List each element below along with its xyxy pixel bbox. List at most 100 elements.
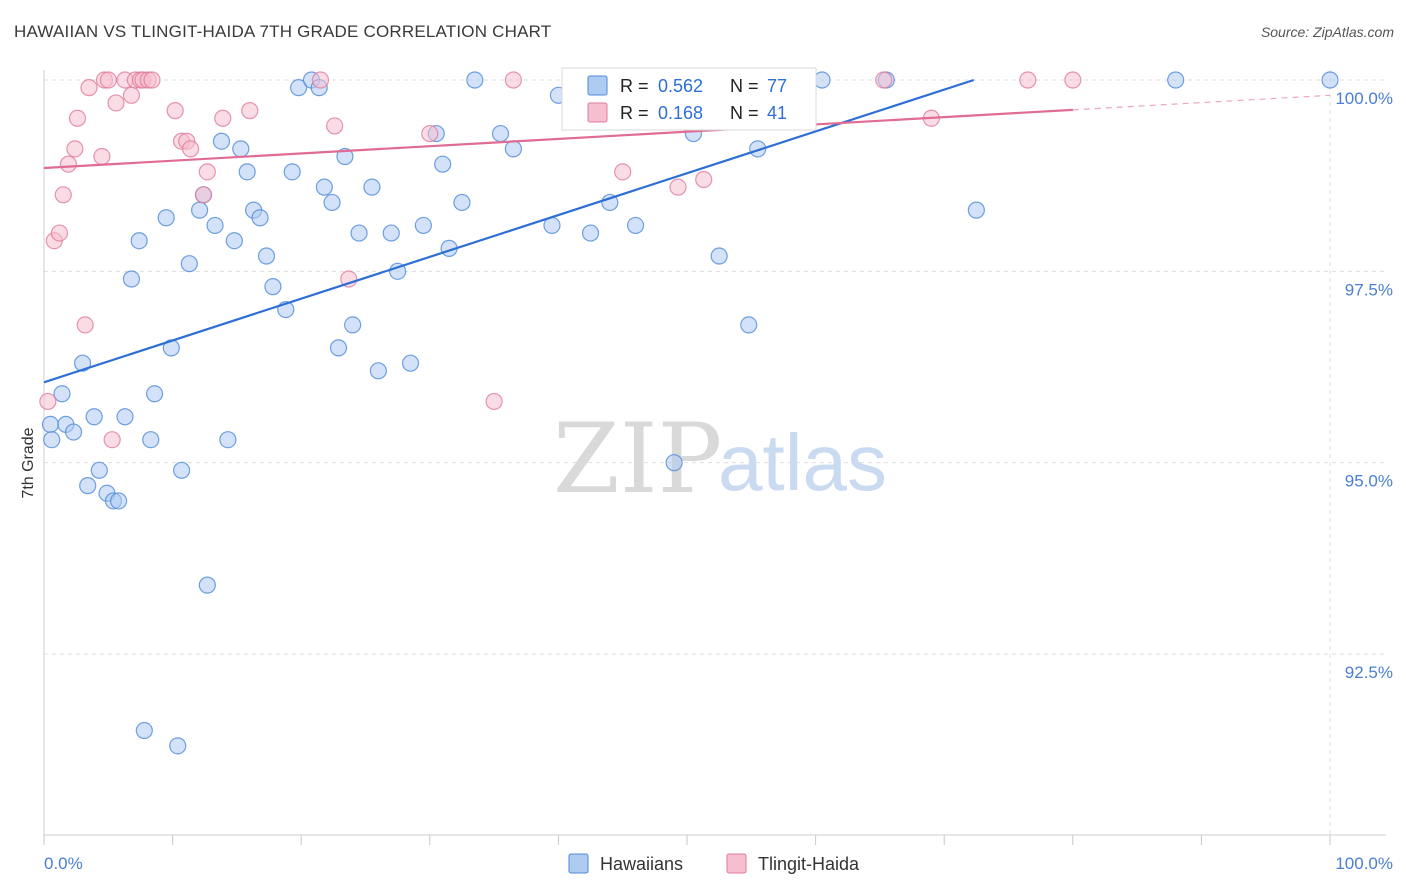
hawaiians-point: [191, 201, 209, 219]
tlingit-point: [1019, 71, 1037, 89]
hawaiians-point: [109, 492, 128, 510]
tlingit-point: [107, 94, 125, 112]
hawaiians-point: [749, 140, 767, 158]
hawaiians-point: [504, 140, 522, 158]
hawaiians-point: [85, 408, 103, 426]
hawaiians-point: [1321, 71, 1339, 89]
hawaiians-point: [116, 408, 134, 426]
axes: 92.5% 95.0% 97.5% 100.0% 0.0% 100.0%: [43, 70, 1393, 873]
hawaiians-point: [41, 415, 60, 433]
tlingit-point: [93, 147, 111, 166]
tlingit-point: [504, 71, 522, 89]
hawaiians-point: [173, 461, 191, 479]
hawaiians-point: [212, 132, 231, 150]
legend-tlingit-r-value: 0.168: [658, 103, 703, 123]
x-tick-label-max: 100.0%: [1335, 854, 1393, 873]
hawaiians-point: [73, 354, 92, 372]
tlingit-point: [39, 392, 57, 411]
hawaiians-point: [43, 431, 61, 449]
tlingit-point: [99, 71, 117, 89]
tlingit-point: [122, 86, 141, 104]
hawaiians-point: [145, 385, 164, 403]
hawaiians-point: [336, 147, 354, 166]
hawaiians-point: [626, 216, 645, 235]
trend-lines: [43, 78, 1331, 384]
tlingit-point: [326, 117, 344, 135]
watermark-zip: ZIP: [553, 403, 722, 515]
tlingit-point: [68, 109, 87, 127]
hawaiians-point: [225, 232, 243, 250]
hawaiians-point: [1167, 71, 1185, 89]
tlingit-point: [695, 170, 713, 189]
hawaiians-point: [434, 155, 452, 173]
hawaiians-point: [206, 216, 224, 235]
legend-tlingit-swatch: [587, 102, 608, 123]
tlingit-point: [80, 79, 98, 97]
hawaiians-point: [122, 270, 141, 288]
hawaiians-point: [157, 209, 175, 227]
tlingit-point: [198, 163, 216, 181]
chart-title: HAWAIIAN VS TLINGIT-HAIDA 7TH GRADE CORR…: [14, 22, 552, 41]
hawaiians-point: [251, 209, 269, 227]
tlingit-point: [241, 102, 259, 120]
tlingit-point: [59, 155, 78, 173]
tlingit-point: [1064, 71, 1082, 89]
hawaiians-point: [740, 316, 758, 334]
data-points: [39, 71, 1339, 755]
tlingit-point: [76, 316, 94, 334]
y-axis-label: 7th Grade: [20, 427, 37, 498]
source-label: Source: ZipAtlas.com: [1260, 24, 1394, 40]
hawaiians-point: [53, 385, 71, 403]
tlingit-trend-line-extension: [1072, 94, 1331, 111]
hawaiians-point: [90, 461, 108, 479]
tlingit-point: [143, 71, 161, 89]
hawaiians-point: [601, 193, 619, 212]
legend-hawaiians-r-value: 0.562: [658, 76, 703, 96]
series-legend: Hawaiians Tlingit-Haida: [568, 853, 860, 874]
legend-hawaiians-n-value: 77: [767, 76, 787, 96]
bottom-legend-hawaiians-label: Hawaiians: [600, 854, 683, 874]
hawaiians-point: [264, 278, 282, 296]
hawaiians-point: [238, 163, 256, 181]
tlingit-point: [669, 178, 687, 196]
tlingit-point: [214, 109, 232, 127]
tlingit-point: [421, 124, 439, 143]
y-tick-label: 92.5%: [1345, 663, 1393, 682]
hawaiians-point: [350, 224, 368, 242]
hawaiians-point: [130, 232, 148, 250]
tlingit-point: [103, 431, 121, 449]
tlingit-point: [194, 186, 213, 204]
hawaiians-point: [323, 193, 341, 212]
legend-hawaiians-n-label: N =: [730, 76, 759, 96]
hawaiians-point: [581, 224, 600, 242]
hawaiians-point: [64, 423, 83, 441]
hawaiians-point: [315, 178, 333, 196]
hawaiians-point: [257, 247, 276, 265]
bottom-legend-hawaiians-swatch: [568, 853, 589, 874]
legend-hawaiians-r-label: R =: [620, 76, 649, 96]
hawaiians-point: [363, 178, 381, 196]
hawaiians-point: [389, 262, 407, 280]
hawaiians-point: [344, 316, 362, 334]
tlingit-point: [166, 102, 184, 120]
tlingit-point: [485, 392, 503, 411]
hawaiians-point: [219, 431, 237, 449]
tlingit-point: [50, 224, 69, 242]
hawaiians-point: [414, 216, 432, 235]
tlingit-point: [311, 71, 330, 89]
hawaiians-point: [232, 140, 250, 158]
legend-hawaiians-swatch: [587, 75, 608, 96]
legend-tlingit-n-label: N =: [730, 103, 759, 123]
bottom-legend-tlingit-label: Tlingit-Haida: [758, 854, 860, 874]
hawaiians-point: [283, 163, 301, 181]
y-tick-label: 97.5%: [1345, 280, 1393, 299]
hawaiians-trend-line: [43, 78, 975, 384]
hawaiians-point: [967, 201, 985, 219]
hawaiians-point: [169, 737, 187, 755]
legend-tlingit-r-label: R =: [620, 103, 649, 123]
hawaiians-point: [142, 431, 160, 449]
x-tick-label-min: 0.0%: [44, 854, 83, 873]
tlingit-point: [614, 163, 632, 181]
hawaiians-point: [453, 193, 471, 212]
